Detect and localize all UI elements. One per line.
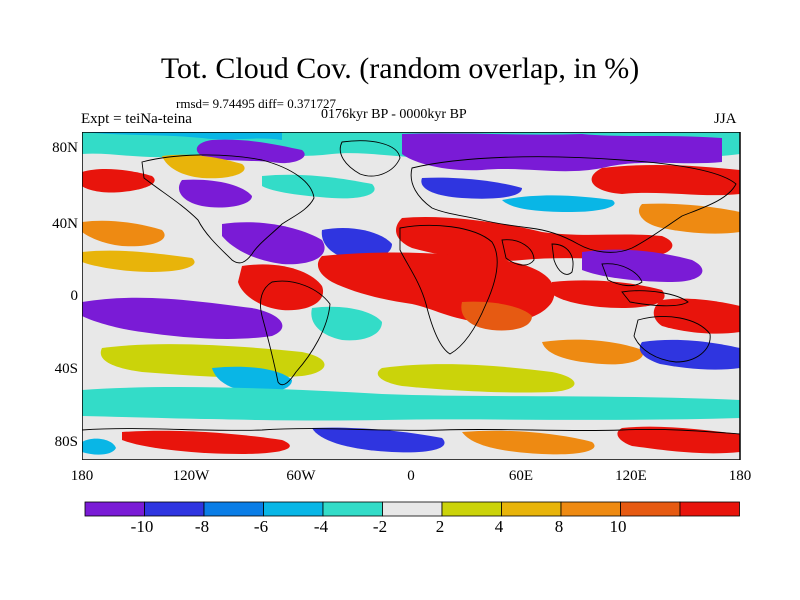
x-tick-label: 180 xyxy=(728,468,752,484)
x-tick-label: 120W xyxy=(172,468,210,484)
y-tick-label: 40N xyxy=(52,216,78,232)
colorbar-label: -4 xyxy=(313,517,329,536)
colorbar-swatch xyxy=(263,501,324,517)
colorbar-label: -6 xyxy=(253,517,269,536)
y-tick-label: 80S xyxy=(54,434,78,450)
cloud-cover-map xyxy=(82,132,741,460)
y-tick-label: 80N xyxy=(52,140,78,156)
colorbar-swatch xyxy=(620,501,681,517)
colorbar-label: 10 xyxy=(609,517,627,536)
map-frame xyxy=(82,132,741,460)
x-tick-label: 120E xyxy=(615,468,647,484)
y-tick-label: 0 xyxy=(70,288,79,304)
y-tick-label: 40S xyxy=(54,361,78,377)
colorbar-swatch xyxy=(84,501,145,517)
x-tick-label: 0 xyxy=(407,468,415,484)
colorbar-label: 2 xyxy=(435,517,445,536)
colorbar-label: -10 xyxy=(130,517,154,536)
coastlines xyxy=(82,140,740,435)
colorbar-label: -8 xyxy=(194,517,210,536)
colorbar-swatch xyxy=(501,501,562,517)
colorbar-label: 4 xyxy=(494,517,504,536)
colorbar-swatch xyxy=(203,501,264,517)
colorbar-swatch xyxy=(144,501,205,517)
colorbar-swatch xyxy=(441,501,502,517)
plot-title: Tot. Cloud Cov. (random overlap, in %) xyxy=(160,52,640,85)
colorbar-label: -2 xyxy=(372,517,388,536)
colorbar-swatch xyxy=(679,501,740,517)
x-tick-label: 180 xyxy=(70,468,94,484)
x-tick-label: 60W xyxy=(286,468,316,484)
x-tick-label: 60E xyxy=(508,468,534,484)
colorbar-label: 8 xyxy=(554,517,564,536)
season-label: JJA xyxy=(714,111,737,127)
colorbar-swatch xyxy=(322,501,383,517)
experiment-label: Expt = teiNa-teina xyxy=(81,111,192,127)
period-label: 0176kyr BP - 0000kyr BP xyxy=(321,107,467,122)
anomaly-field xyxy=(82,132,740,460)
stats-label: rmsd= 9.74495 diff= 0.371727 xyxy=(176,96,336,111)
colorbar-swatch xyxy=(382,501,443,517)
colorbar-swatch xyxy=(560,501,621,517)
